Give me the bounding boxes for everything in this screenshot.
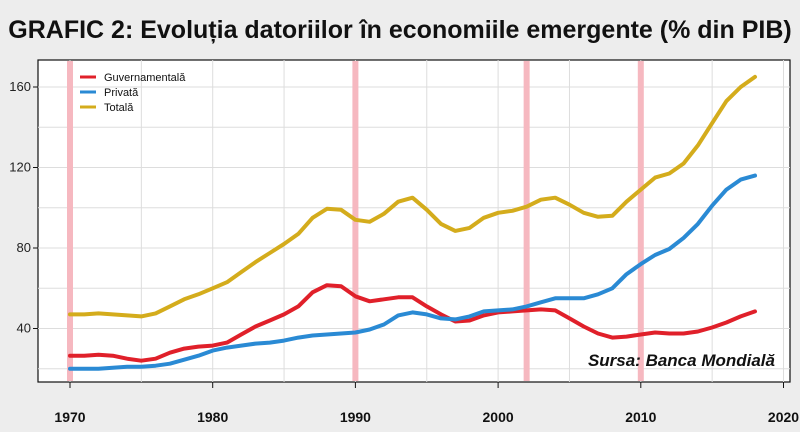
y-tick-label: 160 [9, 79, 31, 94]
x-tick-label: 1990 [340, 409, 371, 425]
series-line-privat- [68, 173, 757, 371]
highlight-band [67, 61, 73, 381]
source-note: Sursa: Banca Mondială [588, 351, 776, 370]
x-tick-label: 1980 [197, 409, 228, 425]
y-tick-label: 120 [9, 160, 31, 175]
legend-label: Guvernamentală [104, 72, 186, 84]
highlight-band [637, 61, 644, 381]
legend-label: Privată [104, 87, 139, 99]
series-line-total- [68, 74, 757, 319]
axis-layer: 40 80 120 160 1970 1980 1990 2000 2010 2020 [9, 79, 799, 425]
chart-title: GRAFIC 2: Evoluția datoriilor în economi… [8, 16, 791, 44]
x-tick-label: 2000 [483, 409, 514, 425]
x-tick-label: 2010 [625, 409, 656, 425]
y-tick-label: 80 [17, 240, 31, 255]
legend-label: Totală [104, 102, 134, 114]
highlight-band [523, 61, 530, 381]
legend: Guvernamentală Privată Totală [80, 72, 186, 114]
x-tick-label: 2020 [768, 409, 799, 425]
series-layer [68, 74, 757, 371]
y-tick-label: 40 [17, 321, 31, 336]
series-line-guvernamental- [68, 283, 757, 363]
x-tick-label: 1970 [54, 409, 85, 425]
